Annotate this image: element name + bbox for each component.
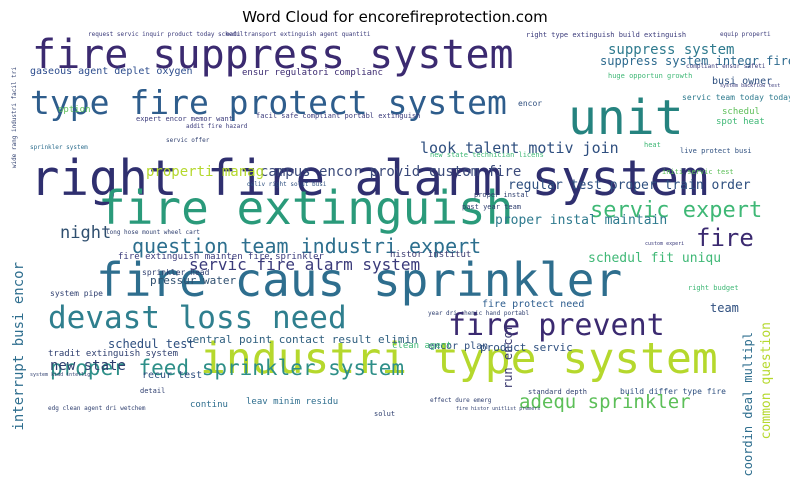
cloud-word: standard depth <box>528 388 588 396</box>
cloud-word: facil safe compliant portabl extinguish <box>256 112 421 120</box>
cloud-word: servic team today today <box>682 93 790 102</box>
cloud-word: option <box>58 105 91 115</box>
cloud-word: coordin deal multipl <box>741 332 755 477</box>
cloud-word: equip properti <box>720 31 771 38</box>
cloud-word: fire caus sprinkler <box>96 253 623 307</box>
cloud-word: busi owner <box>712 76 773 87</box>
cloud-word: eati transport extinguish agent quantiti <box>226 31 371 38</box>
cloud-word: system pipe <box>50 289 103 298</box>
cloud-word: campus encor provid custom fire <box>260 164 522 180</box>
cloud-word: look talent motiv join <box>420 139 619 157</box>
cloud-word: suppress system <box>608 42 735 58</box>
cloud-word: unit <box>568 90 684 146</box>
cloud-word: new state <box>50 358 126 374</box>
cloud-word: servic fire alarm system <box>189 255 421 274</box>
cloud-word: question team industri expert <box>132 234 482 258</box>
cloud-word: build differ type fire <box>620 387 726 396</box>
cloud-word: schedul test <box>108 337 195 351</box>
cloud-word: industri type system <box>200 334 718 384</box>
cloud-word: huge opportun growth <box>608 72 693 80</box>
cloud-word: product servic <box>480 341 573 354</box>
cloud-word: leav minim residu <box>246 397 339 407</box>
cloud-word: right type extinguish build extinguish <box>526 31 687 39</box>
cloud-word: effect dure emerg <box>430 397 492 404</box>
cloud-word: proper instal maintain <box>495 213 668 228</box>
cloud-word: proper instal <box>474 191 529 199</box>
cloud-word: live protect busi <box>680 147 752 155</box>
cloud-word: system kidd intellig <box>30 372 91 378</box>
cloud-word: clean agent <box>392 341 452 351</box>
cloud-word: sprinkler system <box>30 144 88 151</box>
cloud-word: fire histor unitlist premers <box>456 406 541 412</box>
cloud-word: recur test <box>142 370 203 381</box>
cloud-word: detail <box>140 387 166 395</box>
cloud-word: run encor <box>501 324 515 390</box>
cloud-word: compliant ensur safeti <box>686 63 766 70</box>
cloud-word: encor plan <box>428 341 489 352</box>
cloud-word: common question <box>759 322 774 440</box>
cloud-word: right budget <box>688 284 739 292</box>
cloud-word: deliv right solut busi <box>247 181 327 188</box>
cloud-word: wide rang industri facil tri <box>11 67 18 169</box>
cloud-word: fire protect need <box>482 299 585 310</box>
cloud-word: schedul <box>722 107 760 117</box>
word-cloud: right fire alarm system fire suppress sy… <box>10 31 790 477</box>
cloud-word: pressur water <box>150 274 237 287</box>
cloud-word: year dri chemic hand portabl <box>428 310 530 317</box>
cloud-word: servic expert <box>590 198 763 223</box>
cloud-word: fire suppress system <box>32 32 514 78</box>
cloud-word: right fire alarm system <box>30 150 709 207</box>
cloud-word: fire extinguish <box>98 181 514 235</box>
cloud-word: ensur regulatori complianc <box>242 68 383 78</box>
cloud-word: interrupt busi encor <box>11 262 27 431</box>
cloud-word: devast loss need <box>48 300 347 336</box>
cloud-word: spot heat <box>716 117 765 127</box>
cloud-word: encor <box>518 99 543 108</box>
cloud-word: night <box>60 223 112 243</box>
cloud-word: proper feed sprinkler system <box>50 356 405 380</box>
cloud-word: fire prevent <box>448 308 665 343</box>
cloud-word: fire extinguish mainten fire sprinkler <box>118 252 324 262</box>
cloud-word: heat <box>644 141 661 149</box>
cloud-word: adequ sprinkler <box>519 391 691 413</box>
cloud-word: regular test proper train order <box>508 178 751 193</box>
cloud-word: sprinkler head <box>142 268 210 277</box>
cloud-word: tradit extinguish system <box>48 349 179 359</box>
cloud-word: central point contact result elimin <box>186 333 418 346</box>
cloud-word: system backflow test <box>720 83 781 89</box>
chart-title: Word Cloud for encorefireprotection.com <box>242 8 548 26</box>
cloud-word: request servic inquir product today sche… <box>88 31 244 38</box>
cloud-word: continu <box>190 400 228 410</box>
cloud-word: histor institut <box>390 250 472 260</box>
cloud-word: gaseous agent deplet oxygen <box>30 66 193 77</box>
cloud-word: team <box>710 301 739 315</box>
cloud-word: edg clean agent dri wetchem <box>48 405 146 412</box>
cloud-word: fire <box>696 224 754 252</box>
cloud-word: past year team <box>462 203 522 211</box>
cloud-word: solut <box>374 410 396 418</box>
cloud-word: initi servic test <box>662 168 734 176</box>
cloud-word: custom experi <box>645 241 685 247</box>
cloud-word: long hose mount wheel cart <box>106 229 200 236</box>
cloud-word: addit fire hazard <box>186 123 248 130</box>
cloud-word: schedul fit uniqu <box>588 251 722 266</box>
cloud-word: servic offer <box>166 137 210 144</box>
cloud-word: expert encor memor want <box>136 115 233 123</box>
cloud-word: new state technician licens <box>430 151 544 159</box>
cloud-word: type fire protect system <box>30 83 507 122</box>
cloud-word: suppress system integr fire <box>600 54 790 68</box>
cloud-word: properti manag <box>146 164 265 180</box>
